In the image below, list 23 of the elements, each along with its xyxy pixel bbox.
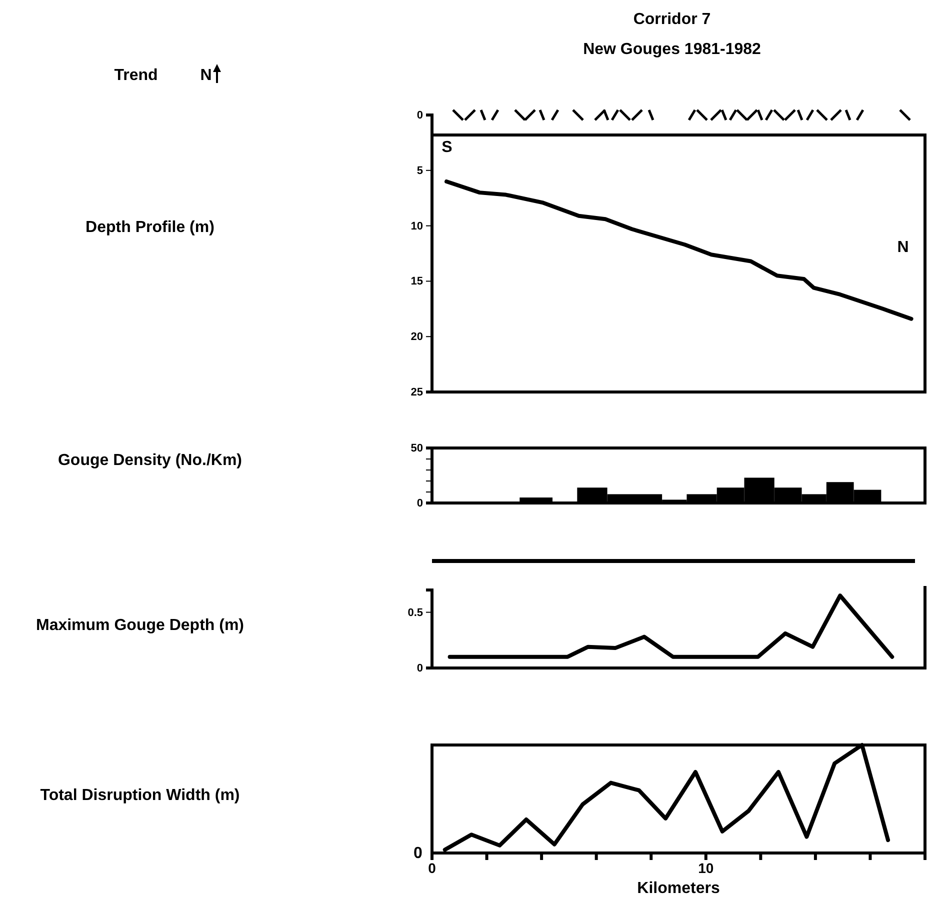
line-series — [444, 179, 914, 321]
text: N — [200, 67, 212, 84]
y-axis-title: Total Disruption Width (m) — [40, 787, 240, 804]
chart-subtitle: New Gouges 1981-1982 — [583, 41, 762, 58]
y-tick-label: 10 — [410, 220, 423, 232]
y-axis-title: Maximum Gouge Depth (m) — [36, 617, 244, 634]
y-axis-title: Depth Profile (m) — [86, 219, 214, 236]
y-tick-label: 20 — [410, 331, 423, 344]
y-tick-label: 15 — [410, 276, 423, 288]
y-tick-label: 0.5 — [408, 606, 423, 619]
line-series — [448, 594, 894, 659]
chart-title: Corridor 7 — [633, 11, 711, 28]
y-tick-label: 25 — [410, 386, 423, 399]
text: Trend — [114, 67, 158, 84]
y-axis-title: Gouge Density (No./Km) — [58, 452, 242, 469]
y-tick-label: 50 — [410, 442, 423, 455]
x-axis-title: Kilometers — [637, 880, 720, 897]
y-tick-label: 5 — [416, 164, 423, 177]
annotation: N — [897, 239, 909, 256]
y-tick-label: 0 — [416, 662, 423, 675]
annotation: S — [442, 139, 453, 156]
y-tick-label: 0 — [416, 498, 423, 510]
y-tick-label: 0 — [416, 110, 423, 122]
